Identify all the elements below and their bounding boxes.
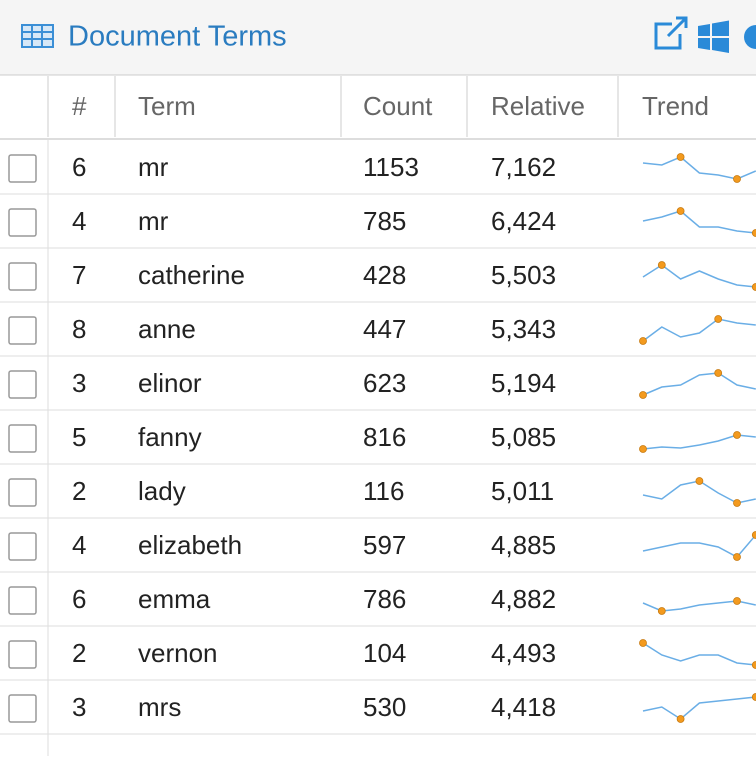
cell-term: elizabeth	[138, 530, 242, 560]
row-checkbox[interactable]	[8, 208, 37, 237]
cell-relative: 6,424	[491, 206, 556, 236]
trend-line	[642, 210, 756, 234]
trend-point	[733, 597, 741, 605]
cell-relative: 5,085	[491, 422, 556, 452]
cell-term: vernon	[138, 638, 218, 668]
help-button[interactable]	[744, 25, 756, 49]
cell-count: 530	[363, 692, 406, 722]
cell-term: mr	[138, 152, 169, 182]
row-checkbox[interactable]	[8, 262, 37, 291]
trend-point	[751, 229, 756, 237]
cell-term: fanny	[138, 422, 202, 452]
cell-relative: 5,503	[491, 260, 556, 290]
cell-num: 7	[72, 260, 86, 290]
cell-num: 2	[72, 638, 86, 668]
trend-point	[733, 553, 741, 561]
cell-count: 116	[363, 476, 404, 506]
cell-relative: 4,418	[491, 692, 556, 722]
trend-point	[639, 337, 647, 345]
trend-point	[639, 391, 647, 399]
cell-num: 2	[72, 476, 86, 506]
cell-count: 623	[363, 368, 406, 398]
column-header[interactable]: #	[72, 91, 87, 121]
trend-point	[695, 477, 704, 485]
cell-term: lady	[138, 476, 186, 506]
trend-point	[733, 431, 741, 439]
row-checkbox[interactable]	[8, 640, 37, 669]
trend-point	[751, 531, 756, 539]
cell-term: catherine	[138, 260, 245, 290]
column-header[interactable]: Count	[363, 91, 433, 121]
trend-point	[751, 661, 756, 669]
cell-relative: 7,162	[491, 152, 556, 182]
windows-button[interactable]	[698, 20, 729, 54]
row-checkbox[interactable]	[8, 370, 37, 399]
panel-title: Document Terms	[68, 21, 287, 53]
trend-point	[657, 607, 666, 615]
cell-count: 428	[363, 260, 406, 290]
cell-term: mr	[138, 206, 169, 236]
cell-term: emma	[138, 584, 211, 614]
row-checkbox[interactable]	[8, 154, 37, 183]
cell-num: 6	[72, 152, 86, 182]
table-icon	[21, 24, 54, 48]
cell-relative: 4,493	[491, 638, 556, 668]
cell-num: 3	[72, 692, 86, 722]
trend-line	[642, 372, 756, 396]
row-checkbox[interactable]	[8, 478, 37, 507]
cell-count: 597	[363, 530, 406, 560]
trend-point	[676, 153, 685, 161]
title-bar	[0, 0, 756, 75]
cell-relative: 4,885	[491, 530, 556, 560]
cell-count: 786	[363, 584, 406, 614]
trend-point	[733, 175, 741, 183]
row-checkbox[interactable]	[8, 694, 37, 723]
cell-relative: 5,011	[491, 476, 554, 506]
trend-point	[639, 639, 647, 647]
cell-term: elinor	[138, 368, 202, 398]
row-checkbox[interactable]	[8, 424, 37, 453]
trend-point	[751, 283, 756, 291]
cell-count: 785	[363, 206, 406, 236]
trend-point	[733, 499, 741, 507]
cell-num: 3	[72, 368, 86, 398]
cell-count: 104	[363, 638, 406, 668]
cell-term: mrs	[138, 692, 181, 722]
trend-line	[642, 642, 756, 666]
cell-count: 1153	[363, 152, 419, 182]
trend-point	[676, 207, 685, 215]
cell-num: 6	[72, 584, 86, 614]
cell-relative: 5,194	[491, 368, 556, 398]
column-header[interactable]: Term	[138, 91, 196, 121]
trend-point	[639, 445, 647, 453]
row-checkbox[interactable]	[8, 316, 37, 345]
trend-line	[642, 318, 756, 342]
cell-num: 4	[72, 206, 86, 236]
cell-count: 816	[363, 422, 406, 452]
cell-num: 5	[72, 422, 86, 452]
column-header[interactable]: Trend	[642, 91, 709, 121]
column-header[interactable]: Relative	[491, 91, 585, 121]
cell-num: 4	[72, 530, 86, 560]
cell-term: anne	[138, 314, 196, 344]
trend-point	[714, 369, 723, 377]
cell-count: 447	[363, 314, 406, 344]
cell-num: 8	[72, 314, 86, 344]
row-checkbox[interactable]	[8, 586, 37, 615]
trend-point	[657, 261, 666, 269]
trend-point	[676, 715, 685, 723]
export-button[interactable]	[654, 16, 688, 50]
trend-point	[751, 693, 756, 701]
trend-point	[714, 315, 723, 323]
cell-relative: 4,882	[491, 584, 556, 614]
row-checkbox[interactable]	[8, 532, 37, 561]
trend-line	[642, 696, 756, 720]
cell-relative: 5,343	[491, 314, 556, 344]
